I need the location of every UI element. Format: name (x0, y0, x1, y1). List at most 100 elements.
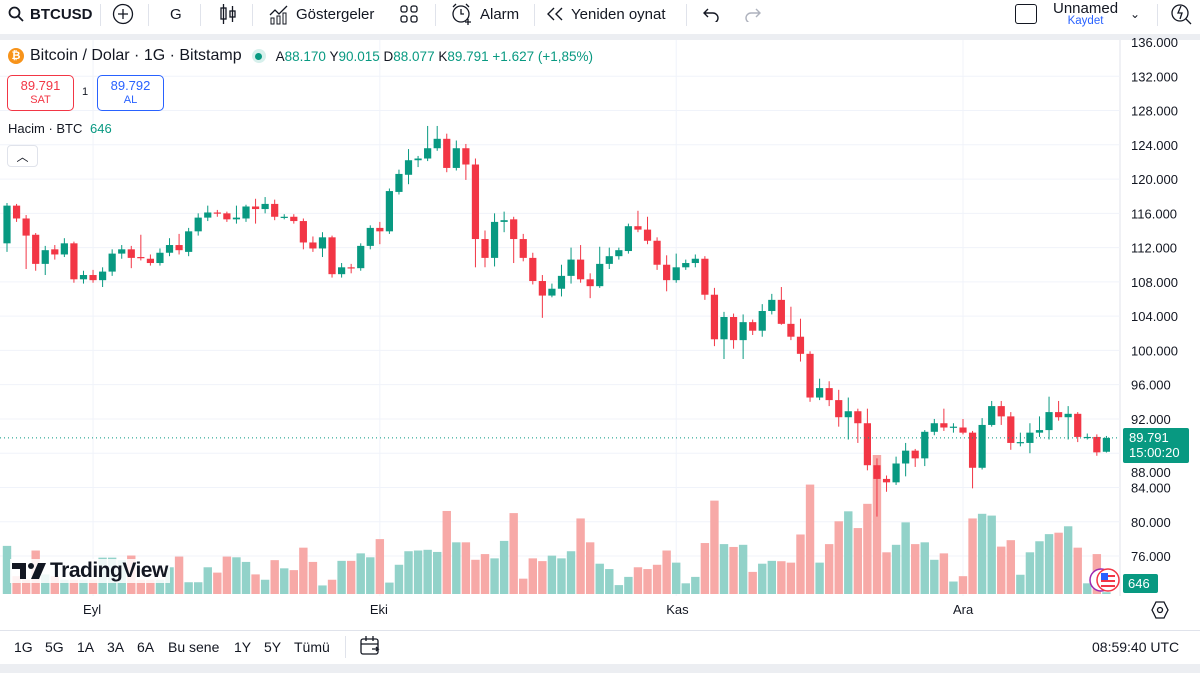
volume-bar (50, 576, 59, 594)
volume-bar (1102, 592, 1111, 594)
time-tick-label: Eki (369, 602, 388, 617)
go-to-date-button[interactable] (359, 635, 381, 660)
volume-bar (958, 576, 968, 594)
price-tick-label: 88.000 (1131, 465, 1171, 480)
indicators-button[interactable]: Göstergeler (268, 0, 374, 28)
last-price: 89.791 (1129, 430, 1169, 445)
tradingview-wordmark: TradingView (50, 559, 168, 582)
events-flag-icon[interactable] (1088, 567, 1122, 593)
tradingview-logo[interactable]: TradingView (10, 559, 170, 583)
quick-search-button[interactable] (1170, 0, 1192, 28)
time-tick-label: Ara (953, 602, 974, 617)
interval-button[interactable]: G (170, 0, 182, 28)
price-tick-label: 116.000 (1131, 206, 1177, 221)
volume-bar (433, 551, 442, 594)
volume-bar (777, 561, 786, 594)
range-button-6a[interactable]: 6A (137, 639, 155, 655)
candle-body (376, 227, 384, 232)
volume-bar (356, 553, 365, 594)
close-value: 89.791 (447, 48, 489, 64)
symbol-search-button[interactable]: BTCUSD (8, 0, 93, 28)
volume-bar (911, 544, 920, 594)
replay-button[interactable]: Yeniden oynat (545, 0, 666, 28)
sell-button[interactable]: 89.791 SAT (7, 75, 74, 111)
time-axis[interactable]: Eyl Eki Kas Ara (0, 598, 1120, 622)
layout-menu-chevron-icon[interactable]: ⌄ (1130, 7, 1141, 21)
redo-icon (745, 8, 761, 22)
candle-body (940, 423, 948, 428)
undo-button[interactable] (702, 0, 720, 28)
symbol-label: BTCUSD (30, 5, 93, 23)
volume-bar (863, 503, 872, 594)
buy-button[interactable]: 89.792 AL (97, 75, 164, 111)
volume-bar (41, 574, 50, 594)
candle-body (768, 299, 776, 312)
candle-body (280, 216, 288, 218)
collapse-legend-button[interactable]: ︿ (7, 145, 38, 167)
candle-body (223, 213, 231, 220)
chart-settings-button[interactable] (1150, 600, 1170, 625)
close-label: K (438, 48, 448, 64)
divider (200, 4, 201, 26)
candle-body (892, 463, 900, 483)
volume-bar (547, 555, 557, 594)
time-tick-label: Eyl (83, 602, 102, 617)
range-button-3a[interactable]: 3A (107, 639, 125, 655)
range-button-bu-sene[interactable]: Bu sene (168, 639, 220, 655)
indicators-label: Göstergeler (296, 5, 375, 23)
candle-body (557, 275, 566, 289)
volume-bar (1006, 540, 1015, 594)
templates-button[interactable] (399, 0, 419, 28)
candle-body (1055, 412, 1063, 418)
range-button-5y[interactable]: 5Y (264, 639, 282, 655)
redo-button[interactable] (744, 0, 762, 28)
bitcoin-logo-icon: ₿ (8, 48, 24, 64)
volume-bar (605, 569, 614, 594)
candle-body (251, 206, 260, 210)
lightning-search-icon (1171, 4, 1192, 25)
volume-bar (557, 558, 566, 594)
volume-legend[interactable]: Hacim · BTC 646 (8, 121, 112, 136)
layout-checkbox[interactable] (1015, 0, 1037, 28)
candle-body (452, 148, 460, 168)
candle-body (12, 205, 21, 219)
symbol-title[interactable]: Bitcoin / Dolar · 1G · Bitstamp (30, 47, 242, 64)
volume-bar (930, 559, 939, 594)
volume-bar (767, 560, 776, 594)
clock-timezone[interactable]: 08:59:40 UTC (1092, 639, 1180, 655)
range-button-1g[interactable]: 1G (14, 639, 33, 655)
volume-bar (681, 583, 690, 594)
range-button-1a[interactable]: 1A (77, 639, 95, 655)
change-value: +1.627 (+1,85%) (492, 48, 593, 64)
candle-body (777, 299, 785, 324)
range-button-tümü[interactable]: Tümü (294, 639, 330, 655)
volume-bar (490, 558, 499, 594)
volume-bar (404, 551, 413, 594)
range-button-5g[interactable]: 5G (45, 639, 64, 655)
save-link[interactable]: Kaydet (1067, 15, 1104, 27)
range-button-1y[interactable]: 1Y (234, 639, 252, 655)
candle-body (844, 411, 852, 418)
high-label: Y (329, 48, 339, 64)
chart-type-button[interactable] (218, 0, 238, 28)
candle-body (949, 426, 958, 428)
candle-body (538, 281, 546, 296)
layout-name-button[interactable]: Unnamed Kaydet (1053, 0, 1118, 27)
volume-bar (318, 585, 327, 594)
candle-body (510, 219, 518, 240)
candle-body (261, 203, 269, 210)
plus-circle-icon (112, 3, 134, 25)
candle-body (519, 239, 527, 258)
candle-body (787, 323, 795, 337)
rewind-icon (547, 7, 563, 21)
candle-body (271, 203, 279, 217)
compare-symbol-button[interactable] (112, 0, 134, 28)
divider (534, 4, 535, 26)
divider (1157, 4, 1158, 26)
volume-bar (595, 563, 604, 594)
alarm-button[interactable]: Alarm (450, 0, 519, 28)
chart-canvas[interactable]: 136.000 132.000 128.000 124.000 120.000 116.0… (0, 0, 1200, 630)
candle-body (596, 263, 604, 287)
volume-bar (241, 561, 251, 594)
volume-bar (710, 500, 719, 594)
